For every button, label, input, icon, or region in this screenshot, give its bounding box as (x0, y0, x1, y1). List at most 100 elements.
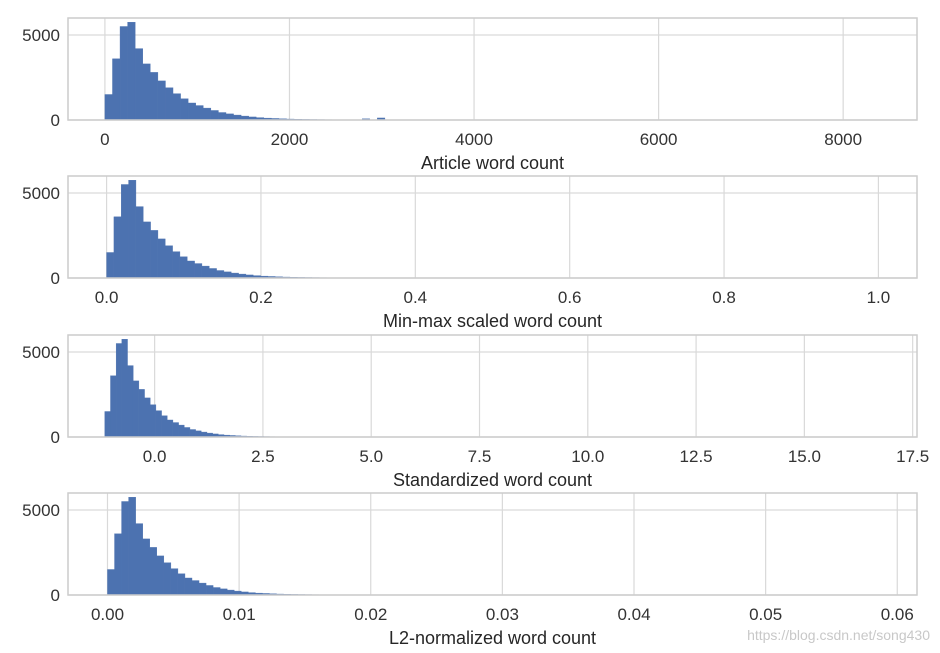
histogram-bar (112, 58, 121, 121)
histogram-bar (225, 113, 234, 121)
histogram-bar (110, 375, 117, 438)
histogram-bar (180, 98, 189, 121)
histogram-bar (115, 343, 123, 438)
histogram-bar (198, 582, 207, 596)
histogram-bar (172, 93, 181, 121)
x-axis-label: L2-normalized word count (389, 628, 596, 648)
histogram-bar (104, 411, 111, 438)
histogram-panel-2: 0.0 0.2 0.4 0.6 0.8 1.0 0 5000 Min-max scaled wo… (22, 175, 918, 331)
x-tick-label: 4000 (455, 130, 493, 149)
histogram-panel-1: 0 2000 4000 6000 8000 0 5000 Article word count (22, 17, 918, 173)
histogram-bar (178, 424, 185, 438)
x-tick-label: 0.0 (143, 447, 167, 466)
x-tick-label: 15.0 (788, 447, 821, 466)
histogram-bar (138, 389, 145, 438)
histogram-bar (187, 260, 195, 279)
histogram-bar (142, 63, 151, 121)
histogram-bar (177, 573, 186, 596)
histogram-bar (195, 430, 202, 438)
histogram-bar (150, 72, 159, 121)
histogram-bar (150, 404, 157, 438)
histogram-bar (191, 580, 200, 596)
plot-area (68, 493, 917, 595)
x-tick-label: 2.5 (251, 447, 275, 466)
histogram-bar (194, 263, 203, 279)
x-tick-label: 0.05 (749, 605, 782, 624)
histogram-bar (201, 265, 210, 279)
histogram-bar (121, 501, 129, 596)
x-tick-label: 0.04 (617, 605, 650, 624)
histogram-bar (179, 256, 188, 279)
histogram-bar (155, 410, 162, 438)
x-axis-label: Article word count (421, 153, 564, 173)
histogram-bars (104, 22, 408, 121)
histogram-bar (219, 588, 228, 596)
y-tick-label: 5000 (22, 184, 60, 203)
histogram-bar (150, 230, 159, 279)
histogram-bar (135, 523, 143, 596)
histogram-bar (127, 22, 136, 121)
histogram-bar (127, 365, 134, 438)
x-tick-label: 0.6 (558, 288, 582, 307)
y-tick-label: 0 (51, 269, 60, 288)
x-tick-label: 0.03 (486, 605, 519, 624)
histogram-bar (203, 107, 212, 121)
histogram-bar (157, 238, 166, 279)
histogram-bar (135, 206, 144, 279)
y-tick-label: 0 (51, 428, 60, 447)
y-tick-label: 5000 (22, 501, 60, 520)
x-axis-label: Min-max scaled word count (383, 311, 602, 331)
histogram-bar (121, 339, 128, 438)
y-tick-label: 0 (51, 586, 60, 605)
histogram-bar (184, 427, 191, 438)
x-tick-label: 0.02 (354, 605, 387, 624)
histogram-bar (223, 271, 232, 279)
x-axis-label: Standardized word count (393, 470, 592, 490)
histogram-bar (172, 422, 179, 438)
histogram-bar (216, 270, 225, 279)
x-tick-label: 6000 (640, 130, 678, 149)
watermark-text: https://blog.csdn.net/song430 (747, 627, 930, 643)
y-tick-label: 5000 (22, 26, 60, 45)
x-tick-label: 10.0 (571, 447, 604, 466)
histogram-bar (187, 102, 196, 121)
plot-frame (67, 17, 918, 121)
histogram-bar (163, 562, 172, 596)
histogram-bar (165, 87, 174, 121)
x-tick-label: 0.2 (249, 288, 273, 307)
plot-area (68, 335, 917, 437)
x-tick-label: 12.5 (680, 447, 713, 466)
histogram-bar (134, 48, 143, 121)
histogram-bar (189, 429, 196, 438)
plot-frame (67, 175, 918, 279)
histogram-bars (104, 339, 332, 438)
histogram-bar (156, 555, 165, 596)
histogram-bar (184, 577, 193, 596)
x-tick-label: 5.0 (359, 447, 383, 466)
x-tick-label: 0.06 (881, 605, 914, 624)
histogram-bar (149, 547, 157, 596)
plot-frame (67, 334, 918, 438)
x-tick-label: 2000 (271, 130, 309, 149)
x-tick-label: 7.5 (468, 447, 492, 466)
histogram-bar (172, 251, 181, 279)
histogram-bar (210, 110, 219, 121)
histogram-bar (128, 180, 137, 279)
histogram-bar (165, 245, 173, 279)
histogram-bar (113, 216, 122, 279)
histogram-bar (205, 585, 214, 596)
histogram-bar (212, 587, 221, 596)
histogram-bar (144, 397, 151, 438)
histogram-bar (104, 94, 113, 121)
histogram-bar (128, 497, 136, 596)
x-tick-label: 0.8 (712, 288, 736, 307)
y-tick-label: 5000 (22, 343, 60, 362)
histogram-bar (106, 252, 115, 279)
histogram-bar (132, 380, 140, 438)
x-tick-label: 1.0 (867, 288, 891, 307)
histogram-bar (119, 26, 128, 121)
x-tick-label: 0.01 (223, 605, 256, 624)
x-tick-label: 0 (100, 130, 109, 149)
histogram-bar (167, 419, 174, 438)
